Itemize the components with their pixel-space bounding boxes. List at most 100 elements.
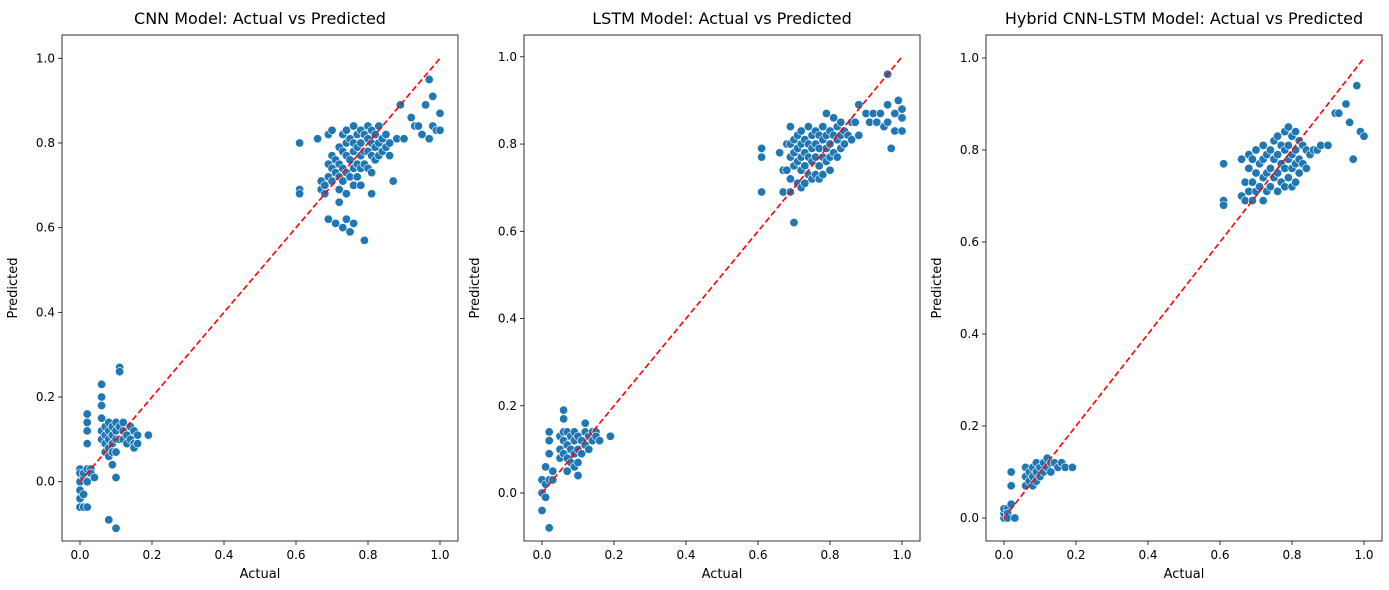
x-tick-label: 0.6 <box>286 548 305 562</box>
data-point <box>1265 145 1275 155</box>
y-axis-label: Predicted <box>930 257 945 318</box>
data-point <box>1294 168 1304 178</box>
data-point <box>814 161 824 171</box>
data-point <box>356 138 366 148</box>
data-point <box>97 401 107 411</box>
data-point <box>1273 150 1283 160</box>
chart-panel-3: Hybrid CNN-LSTM Model: Actual vs Predict… <box>930 9 1383 582</box>
data-point <box>577 449 587 459</box>
chart-title: LSTM Model: Actual vs Predicted <box>592 9 851 28</box>
data-point <box>821 109 831 119</box>
data-point <box>341 189 351 199</box>
data-point <box>595 436 605 446</box>
data-point <box>839 139 849 149</box>
data-point <box>1334 108 1344 118</box>
data-point <box>1341 99 1351 109</box>
data-point <box>107 460 117 470</box>
chart-panel-1: CNN Model: Actual vs Predicted Actual Pred… <box>6 9 459 582</box>
reference-line-diagonal <box>1003 57 1365 519</box>
data-point <box>1291 127 1301 137</box>
data-point <box>356 180 366 190</box>
x-tick-label: 1.0 <box>892 548 911 562</box>
data-point <box>1265 182 1275 192</box>
x-tick-label: 1.0 <box>430 548 449 562</box>
data-point <box>785 174 795 184</box>
y-tick-label: 0.0 <box>960 511 979 525</box>
y-tick-label: 0.2 <box>36 390 55 404</box>
data-point <box>327 125 337 135</box>
data-point <box>803 122 813 132</box>
data-point <box>1247 177 1257 187</box>
x-tick-label: 0.8 <box>1282 548 1301 562</box>
data-point <box>1273 131 1283 141</box>
data-point <box>1247 154 1257 164</box>
data-point <box>413 121 423 131</box>
data-point <box>89 472 99 482</box>
data-point <box>1348 154 1358 164</box>
data-point <box>800 178 810 188</box>
data-point <box>544 449 554 459</box>
data-point <box>1283 140 1293 150</box>
plot-frame <box>985 34 1383 542</box>
data-point <box>435 108 445 118</box>
data-point <box>399 134 409 144</box>
data-point <box>374 121 384 131</box>
data-point <box>883 117 893 127</box>
data-point <box>97 392 107 402</box>
data-point <box>111 523 121 533</box>
x-tick-label: 0.2 <box>1066 548 1085 562</box>
data-point <box>349 218 359 228</box>
data-point <box>1219 159 1229 169</box>
data-point <box>544 427 554 437</box>
data-point <box>421 100 431 110</box>
data-point <box>886 143 896 153</box>
data-point <box>417 130 427 140</box>
data-point <box>1251 168 1261 178</box>
y-tick-label: 0.0 <box>36 475 55 489</box>
data-point <box>1255 182 1265 192</box>
x-tick-label: 0.0 <box>994 548 1013 562</box>
data-point <box>82 477 92 487</box>
data-point <box>381 130 391 140</box>
data-point <box>1283 173 1293 183</box>
data-point <box>541 462 551 472</box>
data-point <box>1244 163 1254 173</box>
y-tick-label: 1.0 <box>498 50 517 64</box>
data-point <box>143 430 153 440</box>
data-point <box>1046 467 1056 477</box>
x-tick-label: 0.2 <box>604 548 623 562</box>
data-point <box>757 152 767 162</box>
data-point <box>782 165 792 175</box>
y-tick-label: 0.6 <box>36 221 55 235</box>
data-point <box>97 413 107 423</box>
data-point <box>428 91 438 101</box>
data-point <box>1237 154 1247 164</box>
data-point <box>825 165 835 175</box>
data-point <box>111 447 121 457</box>
data-point <box>334 197 344 207</box>
data-point <box>338 176 348 186</box>
data-point <box>541 492 551 502</box>
y-tick-label: 0.2 <box>498 399 517 413</box>
data-point <box>890 109 900 119</box>
x-tick-label: 0.6 <box>1210 548 1229 562</box>
x-tick-label: 0.4 <box>214 548 233 562</box>
data-point <box>836 117 846 127</box>
data-point <box>897 113 907 123</box>
data-point <box>1006 499 1016 509</box>
reference-line-diagonal <box>79 57 441 483</box>
data-point <box>796 126 806 136</box>
data-point <box>818 170 828 180</box>
x-tick-label: 0.4 <box>676 548 695 562</box>
x-axis-label: Actual <box>240 567 281 582</box>
data-point <box>573 457 583 467</box>
data-point <box>349 121 359 131</box>
data-point <box>323 214 333 224</box>
data-point <box>435 125 445 135</box>
data-point <box>605 431 615 441</box>
chart-panel-2: LSTM Model: Actual vs Predicted Actual Pre… <box>468 9 921 582</box>
data-point <box>338 223 348 233</box>
data-point <box>82 502 92 512</box>
x-tick-label: 0.4 <box>1138 548 1157 562</box>
data-point <box>897 126 907 136</box>
